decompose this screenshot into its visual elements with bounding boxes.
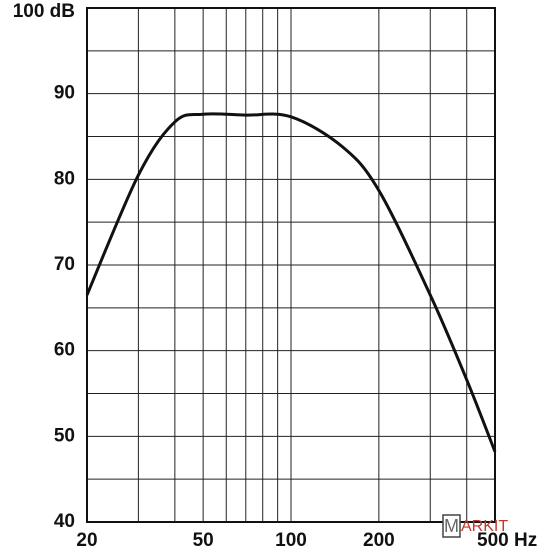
y-tick-label: 70 (54, 254, 75, 275)
watermark-box (442, 514, 461, 538)
y-tick-label: 50 (54, 425, 75, 446)
watermark-letter: M (444, 516, 459, 536)
y-tick-label: 100 dB (13, 1, 75, 22)
x-tick-label: 200 (363, 530, 395, 550)
y-tick-label: 80 (54, 168, 75, 189)
plot-frame (86, 7, 496, 523)
y-tick-label: 40 (54, 511, 75, 532)
watermark: M ARKIT (442, 514, 508, 538)
y-tick-label: 60 (54, 340, 75, 361)
x-tick-label: 20 (76, 530, 97, 550)
response-curve (85, 112, 497, 453)
x-tick-label: 100 (275, 530, 307, 550)
x-tick-label: 500 Hz (477, 530, 537, 550)
watermark-text: ARKIT (461, 518, 508, 535)
y-tick-label: 90 (54, 83, 75, 104)
x-tick-label: 50 (193, 530, 214, 550)
